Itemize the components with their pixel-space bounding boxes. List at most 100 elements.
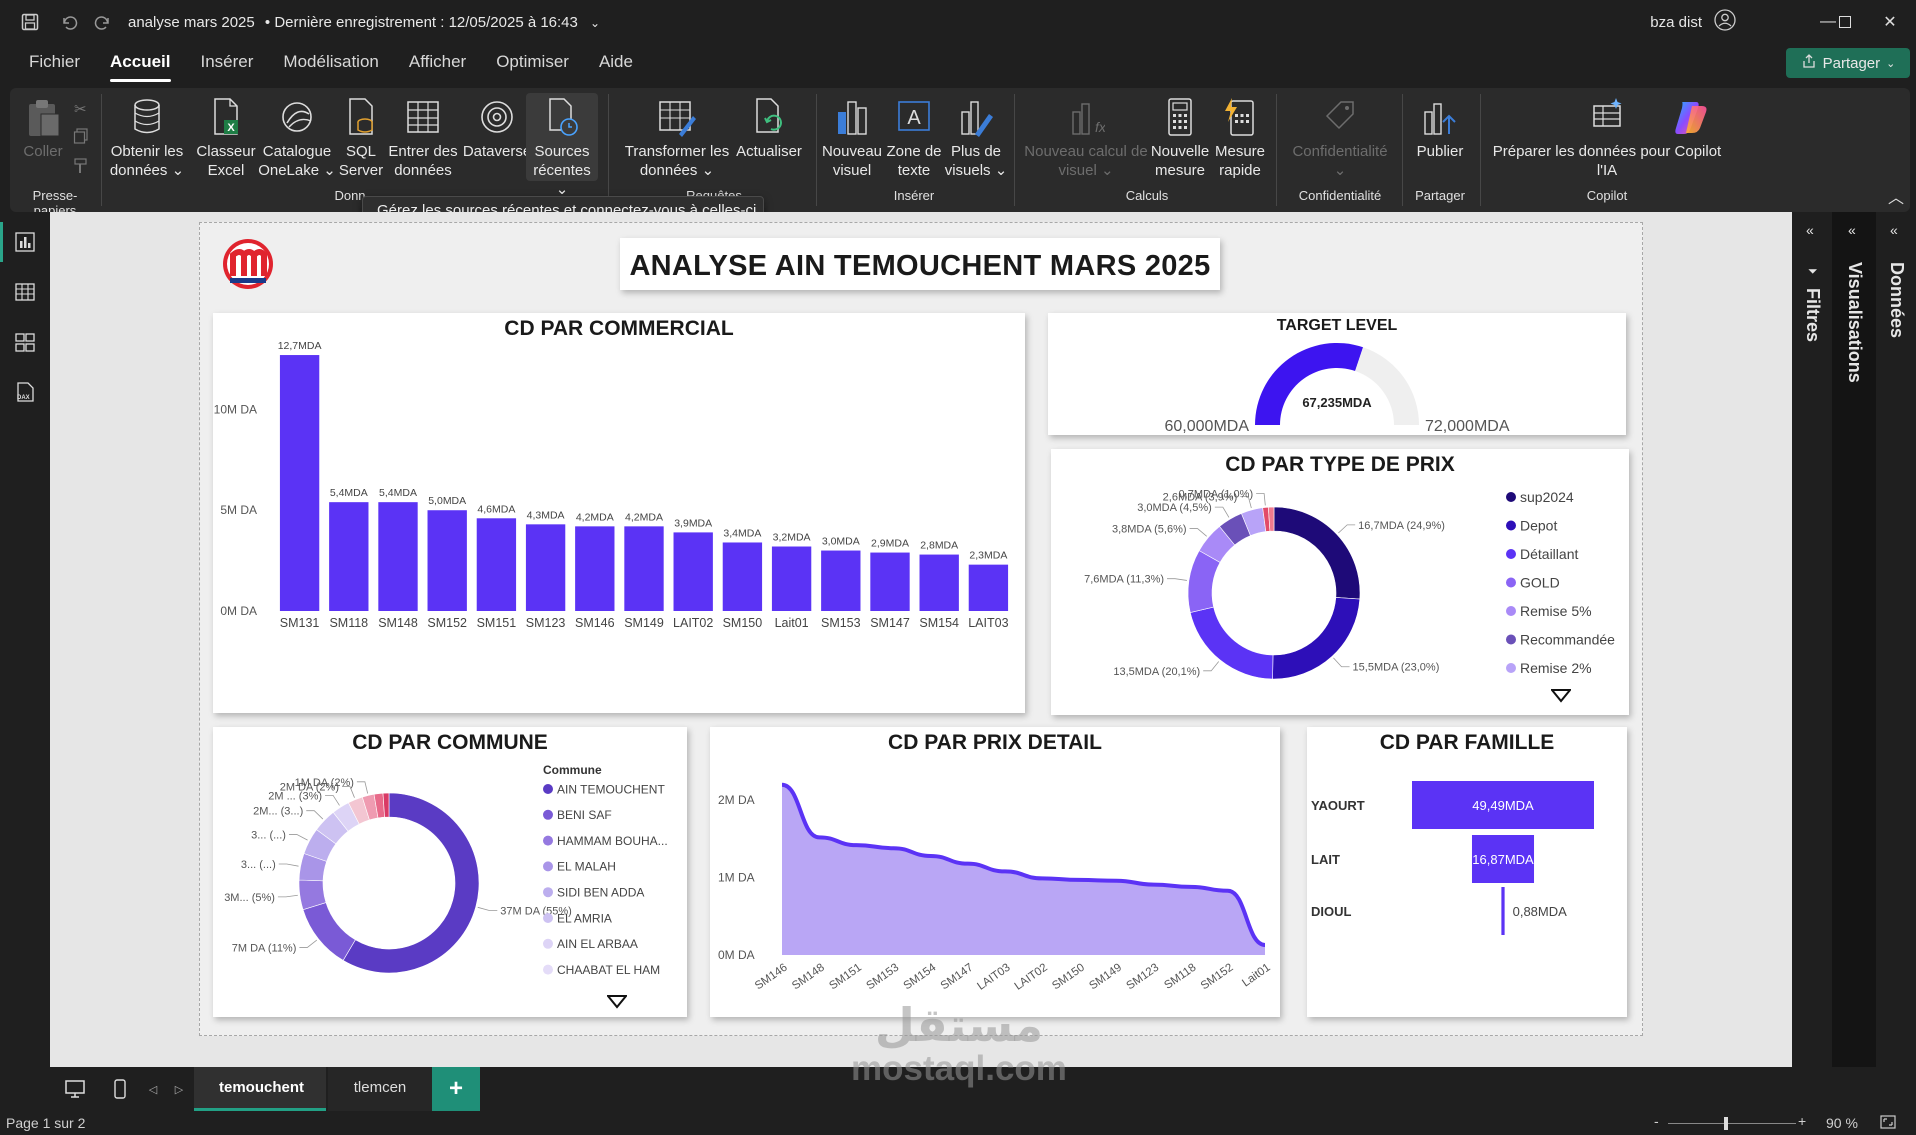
zoom-out-button[interactable]: -	[1654, 1113, 1659, 1129]
collapse-ribbon-icon[interactable]: ︿	[1888, 190, 1905, 207]
user-avatar-icon[interactable]	[1714, 9, 1736, 35]
menu-accueil[interactable]: Accueil	[95, 44, 185, 84]
legend-entry[interactable]: Détaillant	[1520, 546, 1578, 562]
redo-icon[interactable]	[86, 0, 120, 44]
menu-optimiser[interactable]: Optimiser	[496, 52, 569, 71]
menu-afficher[interactable]: Afficher	[408, 52, 467, 71]
paste-button[interactable]: Coller	[20, 96, 66, 161]
legend-entry[interactable]: EL MALAH	[557, 860, 616, 874]
legend-entry[interactable]: HAMMAM BOUHA...	[557, 834, 668, 848]
zoom-slider-thumb[interactable]	[1723, 1117, 1728, 1130]
donut-slice[interactable]	[1268, 506, 1275, 532]
legend-entry[interactable]: Remise 2%	[1520, 660, 1592, 676]
filters-pane-collapsed[interactable]: « ⏷ Filtres	[1792, 212, 1832, 1067]
menu-modelisation[interactable]: Modélisation	[283, 52, 379, 71]
bar[interactable]	[722, 542, 763, 611]
excel-workbook-button[interactable]: X Classeur Excel	[196, 96, 256, 180]
bar[interactable]	[575, 526, 615, 611]
prix-detail-area-card[interactable]: CD PAR PRIX DETAIL 0M DA 1M DA 2M DA SM146 S…	[710, 727, 1280, 1017]
save-icon[interactable]	[8, 0, 52, 44]
scroll-left-icon[interactable]: ◁	[148, 1083, 158, 1096]
legend-entry[interactable]: Recommandée	[1520, 632, 1615, 648]
quick-measure-button[interactable]: Mesure rapide	[1210, 96, 1270, 180]
legend-entry[interactable]: Remise 5%	[1520, 603, 1592, 619]
recent-sources-button[interactable]: Sources récentes ⌄	[526, 93, 598, 198]
menu-fichier[interactable]: Fichier	[29, 52, 81, 71]
user-account[interactable]: bza dist	[1650, 0, 1736, 44]
menu-inserer[interactable]: Insérer	[200, 52, 254, 71]
new-visual-calculation-button[interactable]: fx Nouveau calcul de visuel ⌄	[1024, 96, 1148, 180]
legend-entry[interactable]: AIN TEMOUCHENT	[557, 782, 665, 796]
format-painter-icon[interactable]	[73, 158, 89, 179]
donut-slice[interactable]	[342, 792, 480, 974]
donut-slice[interactable]	[302, 902, 356, 961]
new-measure-button[interactable]: Nouvelle mesure	[1148, 96, 1212, 180]
text-box-button[interactable]: A Zone de texte	[884, 96, 944, 180]
mobile-layout-icon[interactable]	[100, 1079, 140, 1099]
legend-entry[interactable]: Depot	[1520, 518, 1557, 534]
table-view-icon[interactable]	[11, 278, 39, 306]
fit-to-page-icon[interactable]	[1880, 1115, 1896, 1132]
chevron-down-icon[interactable]: ⌄	[590, 15, 601, 30]
transform-data-button[interactable]: Transformer les données ⌄	[622, 96, 732, 180]
copy-icon[interactable]	[73, 128, 89, 149]
funnel-bar[interactable]	[1501, 887, 1505, 935]
minimize-button[interactable]: —	[1820, 13, 1836, 30]
legend-scroll-down-icon[interactable]	[605, 995, 629, 1014]
bar[interactable]	[919, 554, 959, 611]
target-level-gauge-card[interactable]: TARGET LEVEL 67,235MDA 60,000MDA 72,000MDA	[1048, 313, 1626, 435]
gauge-value-arc[interactable]	[1255, 343, 1364, 425]
document-title[interactable]: analyse mars 2025 • Dernière enregistrem…	[128, 14, 600, 31]
add-page-button[interactable]: +	[432, 1067, 480, 1111]
maximize-button[interactable]	[1817, 0, 1873, 44]
visualizations-pane-collapsed[interactable]: « Visualisations	[1834, 212, 1874, 1067]
zoom-slider[interactable]	[1668, 1117, 1796, 1130]
bar[interactable]	[279, 355, 320, 611]
donut-slice[interactable]	[1273, 506, 1361, 600]
bar[interactable]	[624, 526, 664, 611]
legend-entry[interactable]: sup2024	[1520, 489, 1574, 505]
dax-query-view-icon[interactable]: DAX	[11, 378, 39, 406]
legend-entry[interactable]: BENI SAF	[557, 808, 612, 822]
copilot-button[interactable]	[1666, 96, 1716, 142]
page-tab-temouchent[interactable]: temouchent	[194, 1067, 326, 1111]
scroll-right-icon[interactable]: ▷	[174, 1083, 184, 1096]
more-visuals-button[interactable]: Plus de visuels ⌄	[944, 96, 1008, 180]
report-title-card[interactable]: ANALYSE AIN TEMOUCHENT MARS 2025	[620, 238, 1220, 290]
bar[interactable]	[821, 550, 861, 611]
close-button[interactable]: ✕	[1883, 14, 1897, 31]
bar[interactable]	[870, 552, 910, 611]
gauge-remaining-arc[interactable]	[1355, 347, 1419, 425]
commune-donut-card[interactable]: CD PAR COMMUNE 37M DA (55%) 7M DA (11%) 3M…	[213, 727, 687, 1017]
commercial-bar-chart-card[interactable]: CD PAR COMMERCIAL 0M DA 5M DA 10M DA 12,7MD…	[213, 313, 1025, 713]
legend-scroll-down-icon[interactable]	[1549, 689, 1573, 708]
menu-aide[interactable]: Aide	[598, 52, 633, 71]
dataverse-button[interactable]: Dataverse	[462, 96, 532, 161]
bar[interactable]	[378, 502, 418, 611]
expand-pane-icon[interactable]: «	[1848, 222, 1856, 238]
bar[interactable]	[329, 502, 369, 611]
desktop-layout-icon[interactable]	[50, 1080, 100, 1098]
legend-entry[interactable]: GOLD	[1520, 575, 1560, 591]
funnel-bar[interactable]	[1471, 835, 1535, 883]
onelake-catalog-button[interactable]: Catalogue OneLake ⌄	[258, 96, 336, 180]
model-view-icon[interactable]	[11, 328, 39, 356]
bar[interactable]	[673, 532, 713, 611]
bar[interactable]	[427, 510, 467, 611]
new-visual-button[interactable]: Nouveau visuel	[820, 96, 884, 180]
undo-icon[interactable]	[52, 0, 86, 44]
enter-data-button[interactable]: Entrer des données	[386, 96, 460, 180]
bar[interactable]	[771, 546, 812, 611]
expand-pane-icon[interactable]: «	[1806, 222, 1814, 238]
legend-entry[interactable]: EL AMRIA	[557, 911, 612, 925]
cut-icon[interactable]: ✂	[74, 101, 87, 118]
area-line[interactable]	[781, 782, 1266, 947]
type-prix-donut-card[interactable]: CD PAR TYPE DE PRIX 16,7MDA (24,9%) 15,5M…	[1051, 449, 1629, 715]
funnel-bar[interactable]	[1412, 781, 1594, 829]
report-view-icon[interactable]	[11, 228, 39, 256]
prepare-data-copilot-button[interactable]: Préparer les données pour Copilot l'IA	[1486, 96, 1728, 180]
data-pane-collapsed[interactable]: « Données	[1876, 212, 1916, 1067]
bar[interactable]	[476, 518, 517, 611]
share-button[interactable]: Partager ⌄	[1786, 48, 1910, 78]
get-data-button[interactable]: Obtenir les données ⌄	[104, 96, 190, 180]
